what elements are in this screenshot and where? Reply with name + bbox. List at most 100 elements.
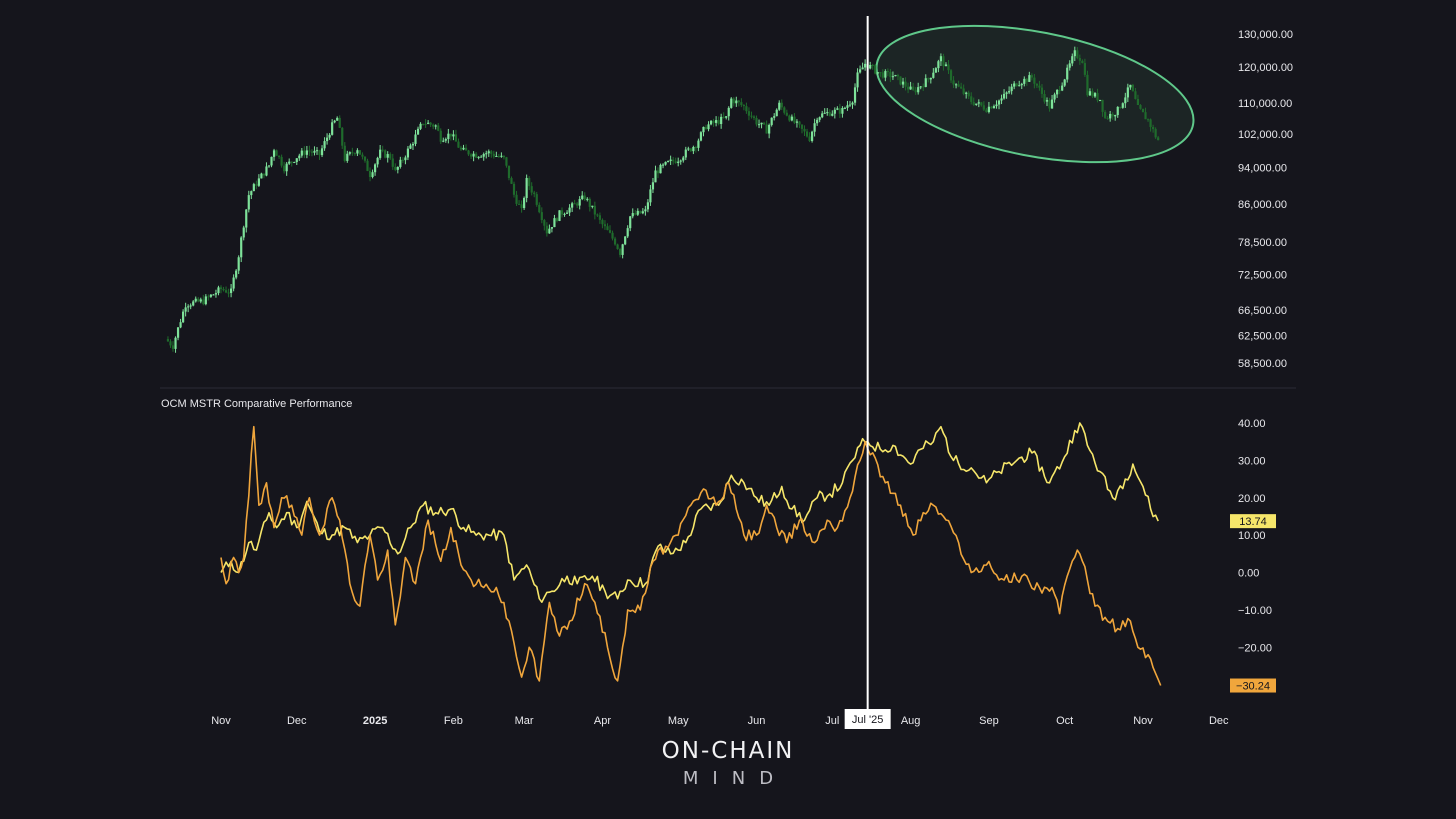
candle-up	[702, 126, 705, 133]
candle-down	[517, 203, 521, 205]
candle-up	[709, 120, 713, 125]
candle-up	[1126, 87, 1129, 98]
candle-up	[553, 218, 556, 228]
candle-down	[798, 121, 801, 125]
candle-up	[884, 71, 887, 78]
candle-down	[343, 145, 346, 161]
candle-down	[1096, 93, 1099, 101]
candle-up	[379, 149, 382, 158]
candle-up	[427, 122, 430, 124]
series-line-yellow[interactable]	[220, 422, 1159, 603]
candle-down	[363, 156, 367, 161]
candle-up	[929, 77, 932, 80]
candle-up	[232, 277, 235, 289]
candle-down	[957, 84, 960, 87]
candle-down	[1015, 83, 1018, 86]
candle-down	[899, 76, 902, 85]
candle-up	[404, 157, 407, 161]
crosshair: Jul '25	[844, 16, 891, 729]
candle-up	[209, 294, 212, 297]
candle-down	[808, 136, 811, 141]
candle-down	[310, 151, 314, 153]
candle-down	[219, 287, 223, 290]
candle-up	[285, 163, 288, 172]
candle-down	[712, 120, 715, 123]
candle-down	[207, 296, 210, 298]
candle-down	[704, 126, 708, 130]
candle-down	[555, 218, 559, 221]
candle-down	[429, 122, 432, 125]
candle-down	[1144, 112, 1147, 120]
candle-down	[424, 123, 427, 125]
candle-down	[722, 116, 725, 118]
candle-up	[371, 172, 374, 177]
candle-up	[419, 123, 422, 129]
candle-up	[641, 211, 644, 214]
candle-up	[869, 64, 872, 69]
candle-up	[328, 134, 331, 138]
candle-up	[298, 155, 301, 159]
candle-up	[651, 182, 655, 190]
candle-down	[389, 154, 392, 159]
candle-down	[689, 148, 692, 152]
candle-up	[631, 213, 634, 217]
candle-up	[848, 104, 852, 106]
last-value-label: −30.24	[1236, 681, 1270, 693]
candle-down	[737, 100, 740, 103]
candle-up	[821, 113, 824, 118]
candle-up	[331, 122, 334, 135]
candle-down	[874, 65, 877, 74]
candle-down	[1083, 63, 1087, 75]
candle-down	[1141, 108, 1145, 113]
candle-down	[171, 345, 175, 349]
candle-up	[176, 327, 180, 338]
candle-up	[684, 149, 687, 158]
candle-up	[523, 197, 526, 209]
candle-up	[495, 156, 498, 158]
performance-axis-tick: −10.00	[1238, 605, 1272, 617]
candle-up	[843, 107, 847, 109]
candle-down	[277, 155, 281, 157]
performance-axis-tick: 40.00	[1238, 418, 1266, 430]
candle-up	[1109, 113, 1112, 119]
candle-down	[1038, 85, 1041, 88]
candle-up	[348, 152, 351, 154]
candle-up	[1023, 78, 1026, 84]
candle-up	[462, 147, 465, 150]
candle-down	[366, 160, 369, 171]
performance-pane-title: OCM MSTR Comparative Performance	[161, 398, 353, 410]
candle-up	[1045, 100, 1049, 102]
candle-down	[1025, 78, 1028, 82]
candle-up	[891, 76, 895, 78]
price-axis-tick: 130,000.00	[1238, 29, 1293, 41]
candle-up	[356, 150, 359, 154]
candle-down	[755, 117, 758, 125]
candle-down	[512, 183, 516, 195]
candle-down	[1134, 91, 1137, 99]
candle-up	[386, 154, 389, 158]
candle-down	[879, 72, 882, 74]
candle-down	[166, 339, 170, 342]
candle-up	[267, 165, 271, 167]
candle-down	[384, 150, 387, 158]
candle-down	[467, 150, 470, 155]
candle-down	[962, 88, 965, 94]
candle-down	[606, 226, 609, 231]
candle-up	[1028, 75, 1031, 82]
price-pane[interactable]: 130,000.00 120,000.00 110,000.00 102,000.00…	[166, 2, 1293, 370]
candle-down	[750, 115, 753, 117]
candle-up	[214, 293, 218, 295]
candle-up	[861, 67, 864, 70]
series-line-orange[interactable]	[220, 425, 1162, 686]
price-axis-tick: 120,000.00	[1238, 62, 1293, 74]
candle-down	[1086, 74, 1089, 96]
candle-down	[1136, 98, 1140, 106]
candle-up	[550, 227, 554, 229]
last-value-badge	[1230, 678, 1276, 693]
candle-up	[757, 124, 761, 126]
candle-down	[1033, 77, 1036, 84]
candle-down	[381, 149, 384, 151]
x-axis-tick: Nov	[211, 715, 231, 727]
performance-pane[interactable]: 40.00 30.00 20.00 10.00 0.00 −10.00 −20.00 13.7…	[220, 418, 1276, 693]
